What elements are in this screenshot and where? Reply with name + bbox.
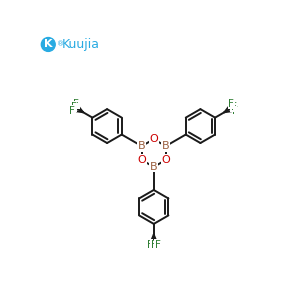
Text: ®: ® [58,41,64,47]
Text: F: F [228,99,234,109]
Text: O: O [149,134,158,144]
Text: F: F [155,240,161,250]
Text: O: O [161,155,170,165]
Text: B: B [162,141,169,151]
Text: K: K [44,40,52,50]
Text: F: F [151,240,157,250]
Circle shape [41,38,55,51]
Text: F: F [147,240,153,250]
Text: O: O [137,155,146,165]
Text: F: F [70,106,75,116]
Text: F: F [71,102,77,112]
Text: F: F [231,102,237,112]
Text: Kuujia: Kuujia [61,38,99,51]
Text: B: B [138,141,146,151]
Text: B: B [150,162,158,172]
Text: F: F [232,106,238,116]
Text: F: F [74,99,80,109]
